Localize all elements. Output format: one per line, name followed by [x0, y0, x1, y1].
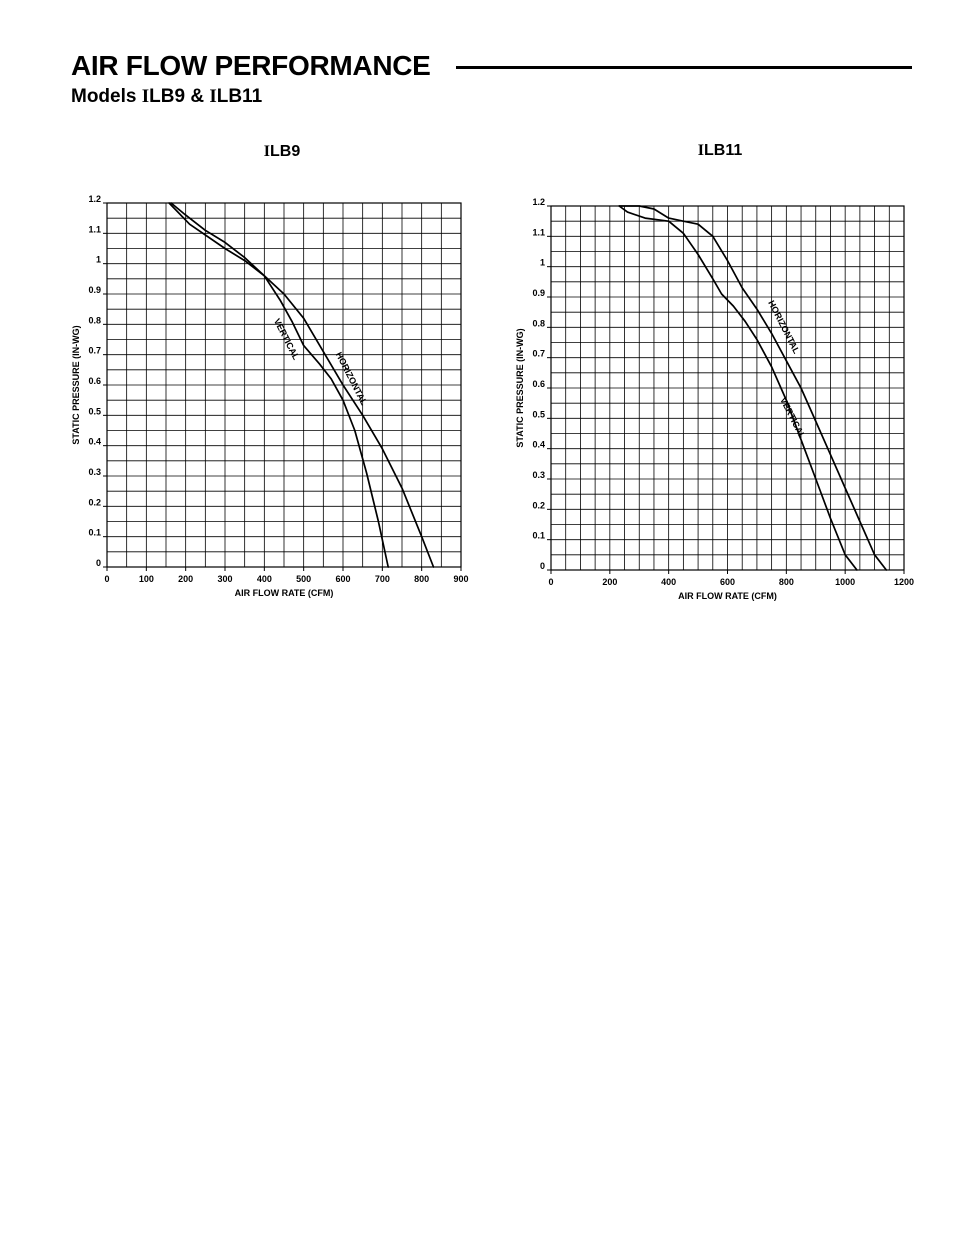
y-tick-label: 0.7 [88, 346, 101, 356]
page-title: AIR FLOW PERFORMANCE [71, 50, 431, 81]
x-axis-label: AIR FLOW RATE (CFM) [235, 588, 334, 598]
y-tick-label: 0.9 [88, 285, 101, 295]
x-tick-label: 400 [257, 574, 272, 584]
x-tick-label: 600 [335, 574, 350, 584]
y-tick-label: 0.8 [532, 318, 545, 328]
y-tick-label: 0.2 [88, 497, 101, 507]
subtitle-model-1-i: I [141, 86, 150, 107]
y-tick-label: 0 [96, 558, 101, 568]
y-tick-label: 0.9 [532, 288, 545, 298]
x-tick-label: 1200 [894, 577, 914, 587]
chart-title-ilb9-rest: LB9 [270, 143, 301, 160]
chart-title-ilb9-i: I [263, 143, 270, 160]
x-tick-label: 400 [661, 577, 676, 587]
title-rule [456, 66, 912, 69]
x-tick-label: 0 [104, 574, 109, 584]
x-tick-label: 900 [453, 574, 468, 584]
x-tick-label: 700 [375, 574, 390, 584]
x-tick-label: 800 [779, 577, 794, 587]
y-tick-label: 0.3 [532, 470, 545, 480]
y-tick-label: 0.3 [88, 467, 101, 477]
chart-title-ilb9: ILB9 [264, 143, 300, 161]
x-tick-label: 200 [602, 577, 617, 587]
y-tick-label: 0.8 [88, 315, 101, 325]
y-tick-label: 1.1 [532, 227, 545, 237]
series-line-vertical [168, 202, 390, 568]
grid [107, 203, 461, 567]
x-tick-label: 500 [296, 574, 311, 584]
y-tick-label: 0 [540, 561, 545, 571]
y-tick-label: 0.6 [88, 376, 101, 386]
subtitle-joiner: & [185, 86, 210, 107]
page-subtitle: Models ILB9 & ILB11 [71, 86, 262, 108]
y-tick-label: 1.2 [88, 194, 101, 204]
series-line-horizontal [170, 202, 435, 568]
x-tick-label: 600 [720, 577, 735, 587]
x-tick-label: 300 [217, 574, 232, 584]
x-tick-label: 0 [548, 577, 553, 587]
x-axis-label: AIR FLOW RATE (CFM) [678, 591, 777, 601]
y-tick-label: 0.5 [532, 409, 545, 419]
series-line-vertical [618, 205, 858, 571]
y-axis-label: STATIC PRESSURE (IN-WG) [71, 325, 81, 444]
y-tick-label: 0.4 [88, 437, 101, 447]
x-tick-label: 1000 [835, 577, 855, 587]
y-tick-label: 1.1 [88, 224, 101, 234]
y-tick-label: 0.2 [532, 500, 545, 510]
subtitle-model-2-i: I [209, 86, 217, 107]
y-tick-label: 0.4 [532, 440, 545, 450]
series-line-horizontal [618, 205, 888, 571]
y-tick-label: 0.5 [88, 406, 101, 416]
subtitle-model-2-rest: LB11 [216, 86, 263, 107]
y-tick-label: 0.1 [532, 531, 545, 541]
subtitle-prefix: Models [71, 86, 142, 107]
y-tick-label: 0.1 [88, 528, 101, 538]
y-axis-label: STATIC PRESSURE (IN-WG) [515, 328, 525, 447]
x-tick-label: 100 [139, 574, 154, 584]
y-tick-label: 1 [540, 258, 545, 268]
y-tick-label: 1.2 [532, 197, 545, 207]
y-tick-label: 0.7 [532, 349, 545, 359]
grid [551, 206, 904, 570]
y-tick-label: 0.6 [532, 379, 545, 389]
subtitle-model-1-rest: LB9 [149, 86, 186, 107]
x-tick-label: 200 [178, 574, 193, 584]
chart-title-ilb11-i: I [697, 142, 704, 159]
y-tick-label: 1 [96, 255, 101, 265]
chart-title-ilb11-rest: LB11 [703, 142, 743, 159]
x-tick-label: 800 [414, 574, 429, 584]
chart-title-ilb11: ILB11 [698, 142, 742, 160]
